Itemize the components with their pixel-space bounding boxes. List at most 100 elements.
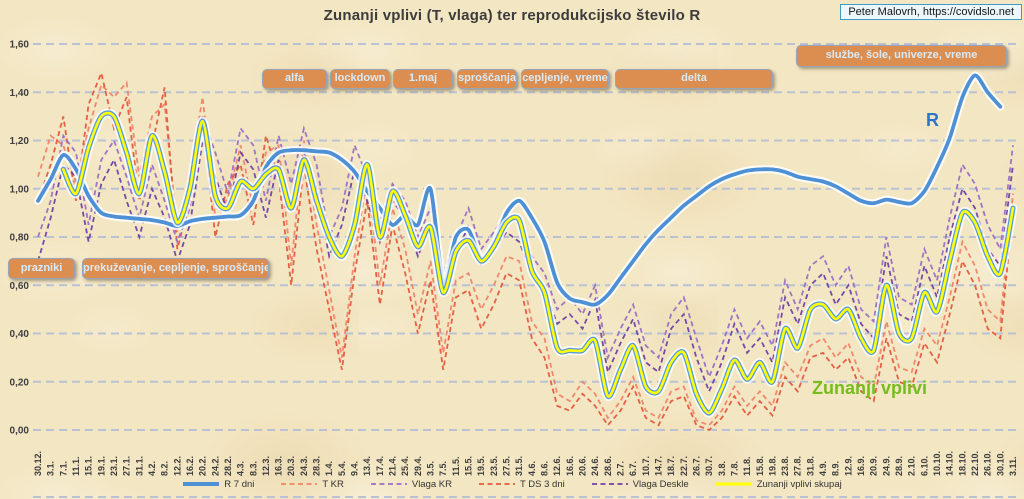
x-tick-label: 8.3. [248,461,258,476]
x-tick-label: 7.1. [58,461,68,476]
x-tick-label: 6.10. [919,456,929,476]
series-t-kr [37,80,1014,427]
legend-label: T DS 3 dni [520,478,565,490]
x-tick-label: 31.8. [805,456,815,476]
x-tick-label: 3.11. [1008,456,1018,476]
x-tick-label: 12.2. [172,456,182,476]
legend-item: Zunanji vplivi skupaj [715,479,842,490]
x-tick-label: 8.6. [539,461,549,476]
x-tick-label: 11.1. [71,456,81,476]
x-tick-label: 17.4. [375,456,385,476]
x-tick-label: 28.2. [223,456,233,476]
x-tick-label: 16.6. [565,456,575,476]
x-tick-label: 4.2. [147,461,157,476]
x-tick-label: 7.8. [729,461,739,476]
x-tick-label: 14.7. [653,456,663,476]
x-tick-label: 23.8. [780,456,790,476]
y-tick-label: 0,60 [10,281,30,292]
x-tick-label: 19.5. [476,456,486,476]
event-box: 1.maj [393,69,453,89]
y-tick-label: 0,20 [10,377,30,388]
event-box: delta [615,69,773,89]
x-tick-label: 3.8. [717,461,727,476]
x-tick-label: 20.6. [577,456,587,476]
x-tick-label: 4.3. [236,461,246,476]
x-tick-label: 24.3. [299,456,309,476]
x-tick-label: 3.5. [426,461,436,476]
legend-swatch [370,483,407,485]
legend-item: R 7 dni [182,479,254,490]
x-tick-label: 16.2. [185,456,195,476]
x-tick-label: 27.1. [122,456,132,476]
x-tick-label: 26.10. [983,451,993,476]
x-tick-label: 10.10. [932,451,942,476]
x-tick-label: 10.7. [641,456,651,476]
x-tick-label: 27.8. [793,456,803,476]
legend-label: Vlaga Deskle [632,478,689,490]
y-tick-label: 1,40 [10,88,30,99]
legend-label: Vlaga KR [411,478,452,490]
x-tick-label: 31.5. [514,456,524,476]
event-box: službe, šole, univerze, vreme [796,45,1007,67]
x-tick-label: 2.7. [615,461,625,476]
x-tick-label: 12.9. [843,456,853,476]
x-tick-label: 12.6. [552,456,562,476]
x-tick-label: 28.3. [312,456,322,476]
x-tick-label: 29.4. [413,456,423,476]
legend-item: T DS 3 dni [478,479,565,490]
event-box: sproščanja [457,69,517,89]
x-tick-label: 13.4. [362,456,372,476]
legend-item: T KR [280,478,344,490]
x-tick-label: 6.7. [628,461,638,476]
page-title: Zunanji vplivi (T, vlaga) ter reprodukci… [323,7,701,24]
x-tick-label: 8.2. [160,461,170,476]
legend-swatch [479,483,515,485]
event-box: prazniki [8,258,75,279]
x-tick-label: 14.10. [945,451,955,476]
x-tick-label: 23.5. [489,456,499,476]
x-tick-label: 5.4. [337,461,347,476]
x-tick-label: 30.10. [995,451,1005,476]
x-tick-label: 25.4. [400,456,410,476]
series-r-7-dni [34,71,1005,309]
x-tick-label: 31.1. [134,456,144,476]
y-tick-label: 1,60 [10,40,30,51]
x-tick-label: 18.10. [957,451,967,476]
event-box: prekuževanje, cepljenje, sproščanje [82,258,269,279]
x-tick-label: 4.9. [818,461,828,476]
x-tick-label: 11.5. [451,456,461,476]
x-tick-label: 22.10. [970,451,980,476]
y-tick-label: 0,40 [10,329,30,340]
x-tick-labels: 30.12. 3.1. 7.1. 11.1. 15.1. 19.1. 23.1. 27.1. 3… [33,451,1018,476]
legend-label: R 7 dni [224,478,255,490]
x-tick-label: 28.6. [603,456,613,476]
chart-legend: R 7 dni T KR Vlaga KR T DS 3 dni Vlaga Deskl… [0,475,1024,493]
x-tick-label: 16.9. [856,456,866,476]
x-tick-label: 20.2. [198,456,208,476]
legend-swatch [715,482,752,486]
x-tick-label: 30.12. [33,451,43,476]
series-zunanji-vplivi-skupaj [58,108,1018,418]
x-tick-label: 3.1. [46,461,56,476]
x-tick-label: 12.3. [261,456,271,476]
x-tick-label: 27.5. [502,456,512,476]
x-tick-label: 22.7. [679,456,689,476]
x-tick-label: 1.4. [324,461,334,476]
event-box: lockdown [330,69,390,89]
x-tick-label: 15.5. [464,456,474,476]
x-tick-label: 24.6. [590,456,600,476]
legend-item: Vlaga KR [370,479,452,490]
series-t-ds-3-dni [37,70,1014,432]
event-box: alfa [262,69,327,89]
legend-label: T KR [322,478,344,490]
x-tick-label: 28.9. [894,456,904,476]
legend-swatch [281,483,318,485]
x-tick-label: 18.7. [666,456,676,476]
x-tick-label: 19.1. [96,456,106,476]
legend-label: Zunanji vplivi skupaj [756,478,842,490]
x-tick-label: 15.8. [755,456,765,476]
x-tick-label: 23.1. [109,456,119,476]
x-tick-label: 9.4. [350,461,360,476]
r-series-label: R [926,110,939,130]
